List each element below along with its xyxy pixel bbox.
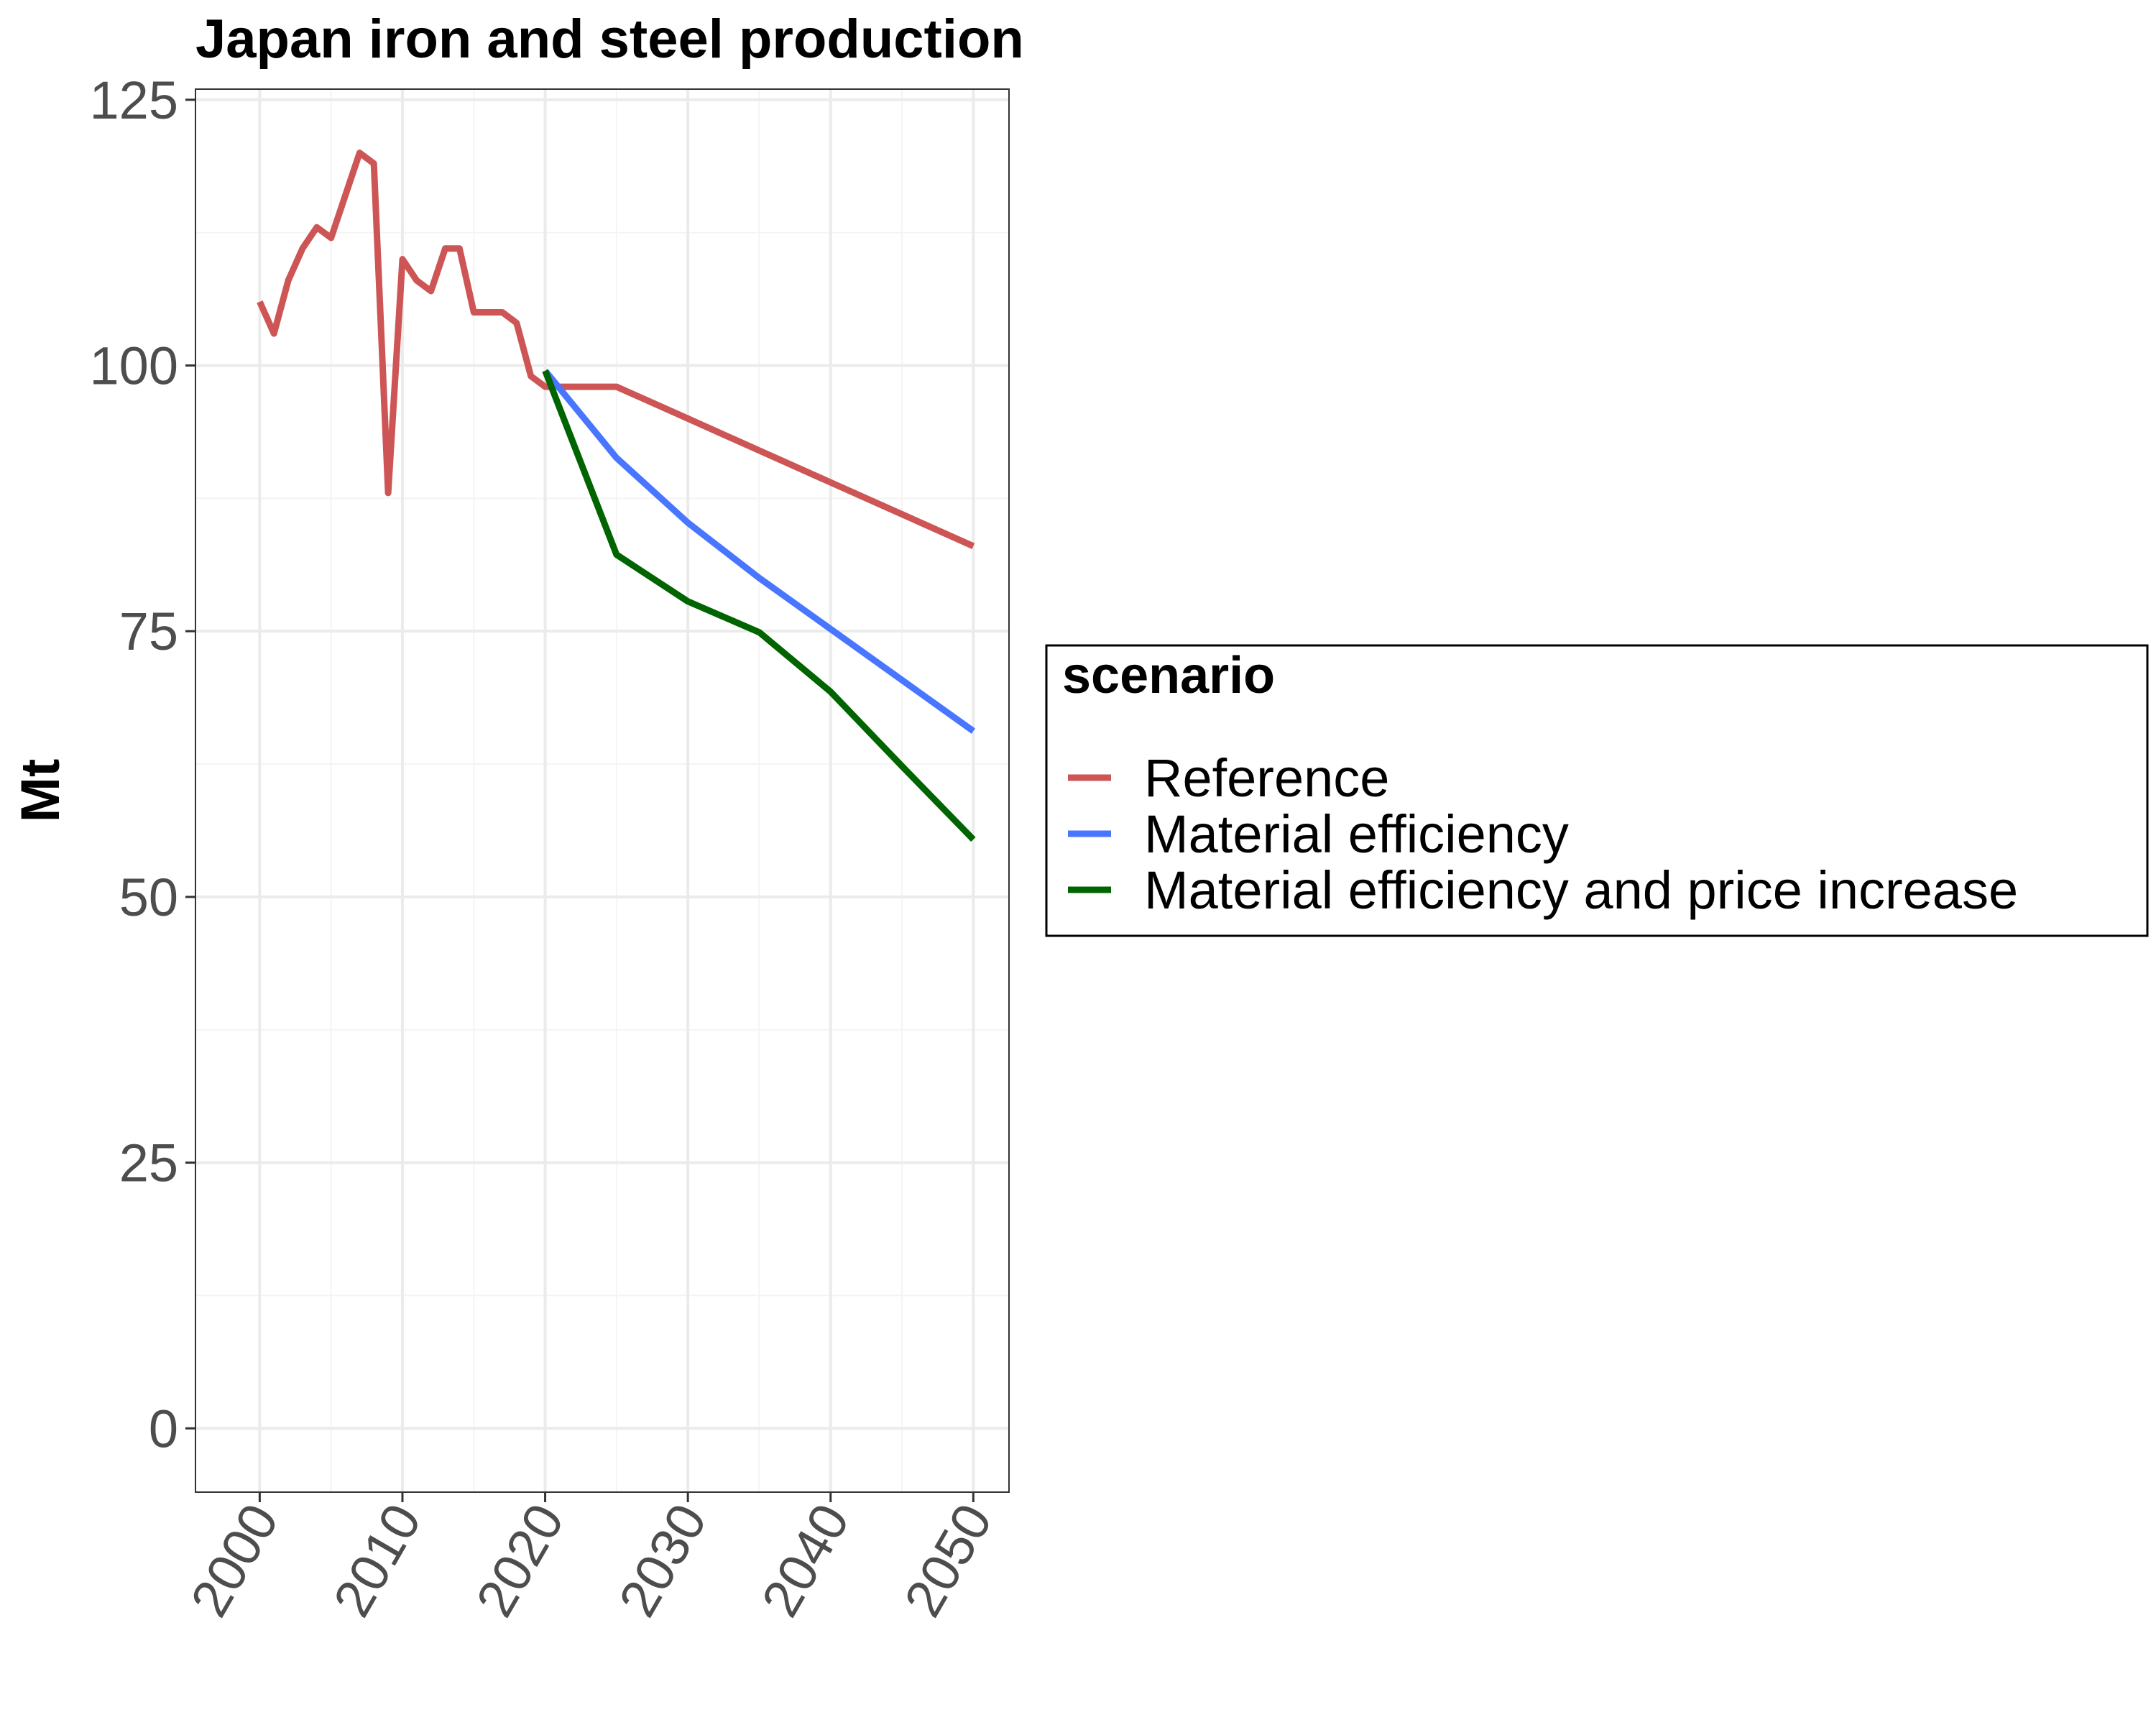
- chart-title: Japan iron and steel production: [195, 9, 1024, 70]
- y-tick-label: 25: [119, 1133, 178, 1193]
- series-line-2: [542, 369, 976, 842]
- minor-gridlines: [195, 89, 1009, 1492]
- y-tick-label: 100: [90, 336, 178, 395]
- y-tick-label: 75: [119, 602, 178, 661]
- series-line-0: [257, 150, 975, 550]
- legend-label-0: Reference: [1144, 748, 1389, 808]
- x-axis: 2000 2010 2020 2030 2040 2050: [179, 1492, 1003, 1627]
- y-axis: 0 25 50 75 100 125: [90, 70, 195, 1458]
- x-tick-label: 2040: [750, 1494, 860, 1627]
- plot-panel-border: [195, 88, 1010, 1493]
- legend-box: [1045, 644, 2149, 937]
- legend-label-1: Material efficiency: [1144, 804, 1569, 864]
- major-gridlines: [195, 89, 1009, 1492]
- legend-title: scenario: [1062, 647, 1275, 704]
- x-tick-label: 2030: [607, 1494, 718, 1627]
- series-layer: [257, 150, 976, 842]
- series-line-1: [543, 369, 976, 734]
- legend-label-2: Material efficiency and price increase: [1144, 860, 2018, 920]
- y-tick-label: 0: [149, 1399, 178, 1458]
- y-axis-label: Mt: [10, 759, 71, 823]
- y-tick-label: 50: [119, 868, 178, 927]
- x-tick-label: 2050: [893, 1494, 1003, 1627]
- y-tick-label: 125: [90, 70, 178, 130]
- x-tick-label: 2020: [464, 1494, 575, 1627]
- x-tick-label: 2000: [179, 1494, 290, 1627]
- x-tick-label: 2010: [322, 1494, 433, 1627]
